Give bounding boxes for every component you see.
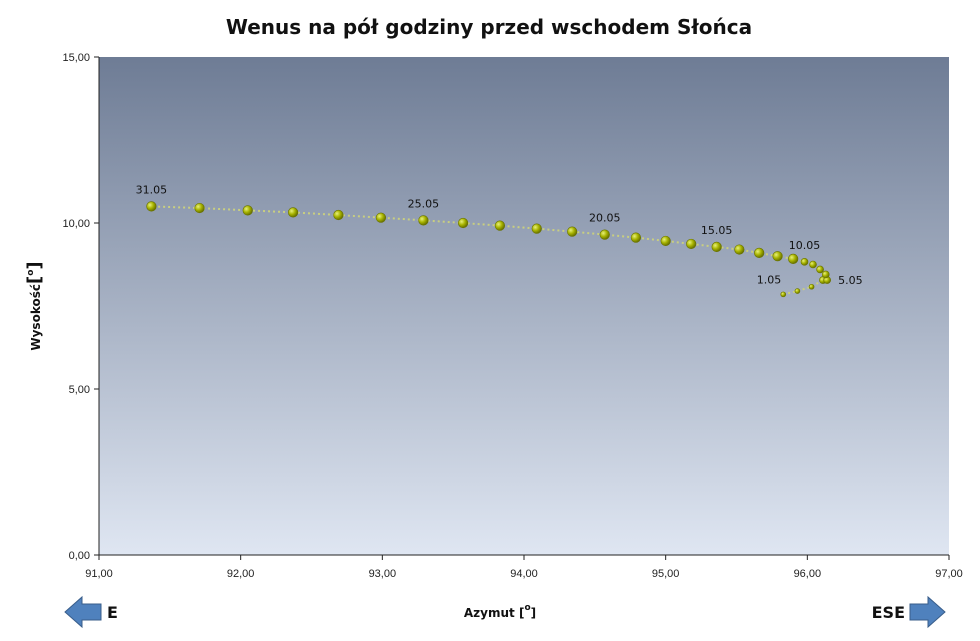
data-point: [194, 202, 205, 214]
data-point: [333, 209, 344, 221]
y-tick-label: 5,00: [69, 384, 90, 396]
direction-east: E: [64, 595, 118, 629]
data-label: 15.05: [701, 224, 733, 237]
data-point: [794, 288, 801, 294]
data-point: [800, 258, 809, 266]
data-point: [788, 253, 799, 264]
svg-text:Wysokość[o]: Wysokość[o]: [24, 261, 45, 350]
data-point: [754, 247, 765, 258]
data-label: 20.05: [589, 212, 621, 225]
data-point: [780, 291, 787, 298]
data-point: [734, 244, 745, 255]
y-axis-label: Wysokość[o]: [24, 261, 45, 350]
data-point: [494, 220, 506, 231]
chart-title: Wenus na pół godziny przed wschodem Słoń…: [226, 15, 752, 39]
data-point: [375, 212, 387, 223]
data-point: [816, 265, 824, 274]
data-label: 10.05: [789, 239, 821, 252]
y-tick-label: 15,00: [62, 52, 90, 64]
x-tick-label: 92,00: [227, 568, 255, 580]
x-axis-ticks: 91,00 92,00 93,00 94,00 95,00 96,00 97,00: [85, 555, 963, 580]
x-tick-label: 95,00: [652, 568, 680, 580]
data-labels: 1.05 5.05 10.05 15.05 20.05 25.05 31.05: [136, 183, 863, 287]
data-label: 31.05: [136, 183, 168, 196]
y-axis-label-text: Wysokość: [29, 284, 43, 351]
data-point: [808, 283, 815, 290]
data-points: [146, 201, 831, 298]
x-axis-label-close: ]: [531, 606, 536, 620]
y-tick-label: 0,00: [69, 550, 90, 562]
data-point: [809, 260, 817, 269]
data-point: [599, 229, 610, 240]
data-point: [630, 232, 642, 243]
left-arrow-icon: [64, 595, 102, 629]
y-axis-label-close: ]: [24, 261, 45, 269]
x-axis-label: Azymut [o]: [464, 603, 536, 620]
y-tick-label: 10,00: [62, 218, 90, 230]
data-point: [242, 205, 253, 216]
x-tick-label: 91,00: [85, 568, 113, 580]
data-point: [146, 201, 157, 212]
data-point: [772, 251, 783, 262]
data-label: 25.05: [408, 197, 440, 210]
direction-east-southeast: ESE: [872, 595, 946, 629]
data-point: [821, 270, 830, 279]
right-arrow-icon: [909, 595, 946, 629]
y-axis-label-unit: o: [26, 270, 36, 276]
data-point: [531, 223, 542, 234]
y-axis-ticks: 0,00 5,00 10,00 15,00: [62, 52, 99, 562]
x-axis-label-text: Azymut [: [464, 606, 525, 620]
plot-area: [99, 57, 949, 555]
x-axis-label-unit: o: [524, 603, 530, 613]
data-point: [567, 226, 578, 237]
data-label: 5.05: [838, 274, 863, 287]
data-point: [711, 241, 722, 253]
data-point: [287, 207, 299, 218]
x-tick-label: 96,00: [794, 568, 822, 580]
x-tick-label: 93,00: [369, 568, 397, 580]
x-tick-label: 94,00: [510, 568, 538, 580]
data-point: [418, 215, 429, 226]
x-tick-label: 97,00: [935, 568, 963, 580]
direction-right-label: ESE: [872, 603, 905, 622]
y-axis-label-open: [: [24, 276, 45, 284]
direction-left-label: E: [107, 603, 118, 622]
data-point: [660, 235, 671, 247]
data-point: [457, 217, 469, 229]
data-point: [686, 238, 697, 250]
data-label: 1.05: [757, 273, 782, 286]
